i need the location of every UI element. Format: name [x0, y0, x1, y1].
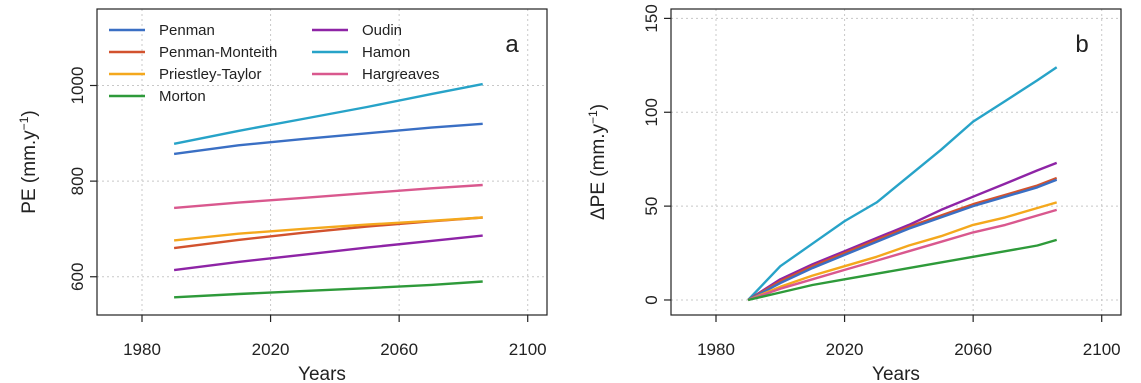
y-axis-title-close: ) — [19, 110, 40, 116]
plot-frame — [96, 8, 548, 316]
panel-letter: a — [505, 31, 519, 58]
y-axis-title-superscript: −1 — [586, 110, 600, 124]
y-tick-label: 0 — [642, 295, 661, 304]
y-tick-label: 1000 — [68, 67, 87, 105]
legend-label: Priestley-Taylor — [159, 66, 262, 83]
panel-letter: b — [1075, 31, 1088, 58]
series-line-penman — [747, 178, 1058, 302]
legend-item: Penman — [109, 22, 215, 39]
x-tick-label: 2020 — [252, 340, 290, 359]
y-tick-label: 100 — [642, 98, 661, 126]
series-line-penman-monteith — [173, 216, 483, 250]
y-tick-label: 600 — [68, 263, 87, 291]
x-tick-label: 2060 — [954, 340, 992, 359]
legend-item: Priestley-Taylor — [109, 66, 262, 83]
series-line-priestley-taylor — [173, 216, 483, 242]
panel-b-chart: 1980 2020 2060 2100 0 50 100 150 Years ΔPE (mm.y−… — [586, 4, 1122, 383]
series-line-penman — [173, 122, 483, 156]
series-line-hamon — [747, 66, 1058, 301]
y-axis-title-close: ) — [588, 104, 609, 110]
y-tick-label: 50 — [642, 197, 661, 216]
y-axis-title: PE (mm.y−1) — [17, 110, 40, 213]
panel-a-chart: 1980 2020 2060 2100 600 800 1000 Years PE (mm.y−… — [17, 8, 548, 383]
y-axis-title-main: PE (mm.y — [19, 130, 40, 214]
series-line-priestley-taylor — [747, 201, 1058, 302]
x-axis-title: Years — [872, 364, 920, 383]
series-line-morton — [174, 280, 483, 299]
series-line-hargreaves — [174, 183, 483, 210]
legend-item: Morton — [109, 88, 206, 105]
series-line-hargreaves — [747, 208, 1058, 302]
x-tick-label: 2020 — [826, 340, 864, 359]
x-tick-label: 1980 — [123, 340, 161, 359]
x-axis-title: Years — [298, 364, 346, 383]
legend-label: Penman — [159, 22, 215, 39]
y-axis-title-main: ΔPE (mm.y — [588, 123, 609, 220]
series-line-oudin — [747, 161, 1058, 302]
legend: Penman Penman-Monteith Priestley-Taylor Mor… — [109, 22, 440, 105]
y-axis-title: ΔPE (mm.y−1) — [586, 104, 609, 220]
series-line-hamon — [173, 82, 483, 145]
series-line-morton — [747, 238, 1058, 302]
legend-item: Hargreaves — [312, 66, 440, 83]
legend-label: Hargreaves — [362, 66, 440, 83]
legend-label: Penman-Monteith — [159, 44, 277, 61]
x-tick-label: 1980 — [697, 340, 735, 359]
y-tick-label: 150 — [642, 4, 661, 32]
legend-label: Oudin — [362, 22, 402, 39]
plot-frame — [670, 8, 1122, 316]
x-tick-label: 2060 — [380, 340, 418, 359]
legend-label: Hamon — [362, 44, 410, 61]
x-tick-label: 2100 — [1083, 340, 1121, 359]
legend-item: Oudin — [312, 22, 402, 39]
series-line-penman-monteith — [747, 176, 1058, 302]
y-tick-label: 800 — [68, 167, 87, 195]
series-line-oudin — [173, 234, 483, 272]
y-axis-title-superscript: −1 — [17, 116, 31, 130]
legend-item: Hamon — [312, 44, 410, 61]
legend-item: Penman-Monteith — [109, 44, 277, 61]
legend-label: Morton — [159, 88, 206, 105]
x-tick-label: 2100 — [509, 340, 547, 359]
